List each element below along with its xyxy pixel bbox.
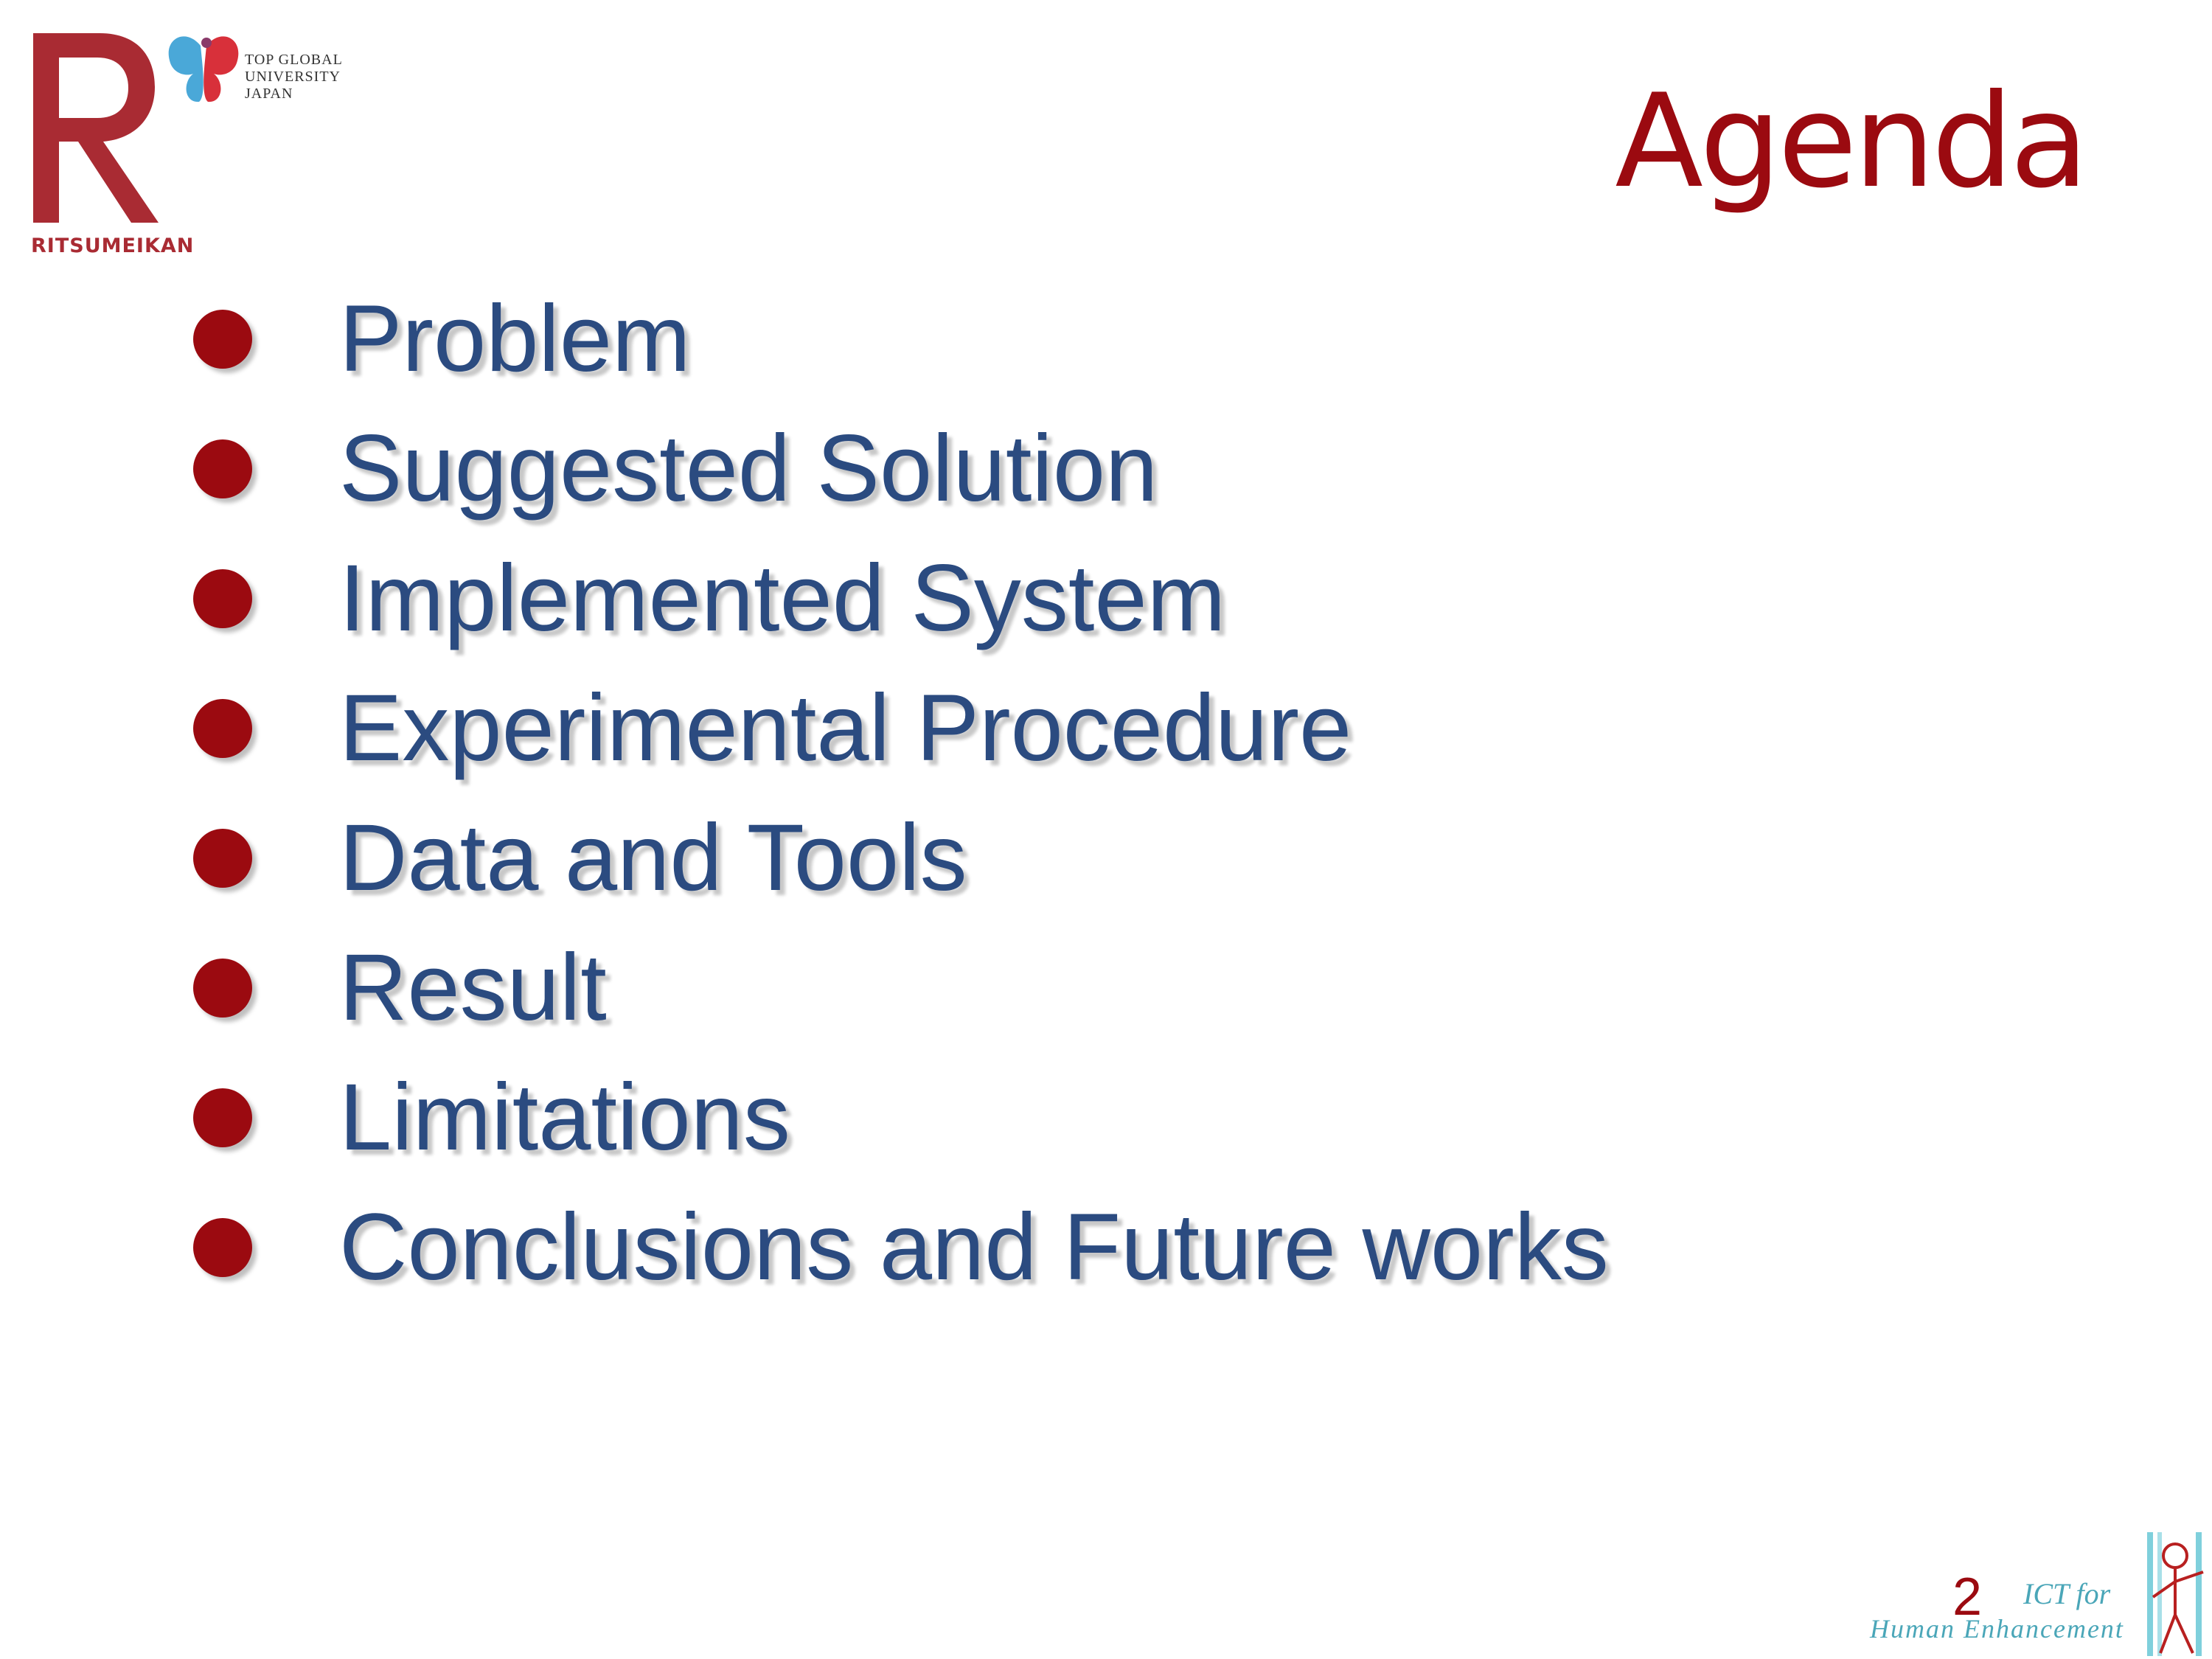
bullet-icon (193, 1218, 252, 1277)
ritsumeikan-r-logo (33, 33, 159, 223)
agenda-item-label: Problem (339, 286, 691, 392)
page-number: 2 (1952, 1568, 1983, 1627)
agenda-item-label: Conclusions and Future works (339, 1194, 1609, 1300)
tagline-line: UNIVERSITY (245, 69, 341, 85)
bullet-icon (193, 310, 252, 369)
agenda-item-experimental-procedure: Experimental Procedure (193, 664, 1609, 793)
ict-logo-line2: Human Enhancement (1870, 1614, 2124, 1644)
university-wordmark: RITSUMEIKAN (31, 234, 195, 257)
stick-figure-icon (2147, 1532, 2204, 1656)
agenda-item-label: Limitations (339, 1065, 790, 1170)
agenda-item-label: Result (339, 935, 607, 1040)
agenda-item-label: Data and Tools (339, 805, 967, 911)
agenda-item-conclusions: Conclusions and Future works (193, 1183, 1609, 1312)
agenda-item-result: Result (193, 923, 1609, 1053)
bullet-icon (193, 959, 252, 1018)
agenda-item-suggested-solution: Suggested Solution (193, 404, 1609, 534)
butterfly-icon (168, 36, 239, 102)
ict-human-enhancement-logo: ICT for Human Enhancement (1865, 1526, 2212, 1659)
agenda-item-label: Suggested Solution (339, 416, 1158, 521)
agenda-item-implemented-system: Implemented System (193, 534, 1609, 664)
tagline-line: JAPAN (245, 86, 293, 102)
ict-logo-line1: ICT for (2023, 1577, 2111, 1610)
bullet-icon (193, 829, 252, 888)
agenda-item-label: Implemented System (339, 546, 1226, 651)
bullet-icon (193, 699, 252, 758)
top-global-university-tagline: TOP GLOBAL UNIVERSITY JAPAN (245, 52, 343, 102)
slide-title: Agenda (1615, 67, 2089, 217)
university-logo: TOP GLOBAL UNIVERSITY JAPAN RITSUMEIKAN (29, 29, 369, 273)
bullet-icon (193, 1088, 252, 1147)
agenda-item-problem: Problem (193, 274, 1609, 404)
agenda-item-data-and-tools: Data and Tools (193, 793, 1609, 923)
tagline-line: TOP GLOBAL (245, 52, 343, 68)
bullet-icon (193, 569, 252, 628)
bullet-icon (193, 439, 252, 498)
agenda-item-label: Experimental Procedure (339, 675, 1352, 781)
agenda-item-limitations: Limitations (193, 1053, 1609, 1183)
agenda-list: Problem Suggested Solution Implemented S… (193, 274, 1609, 1312)
